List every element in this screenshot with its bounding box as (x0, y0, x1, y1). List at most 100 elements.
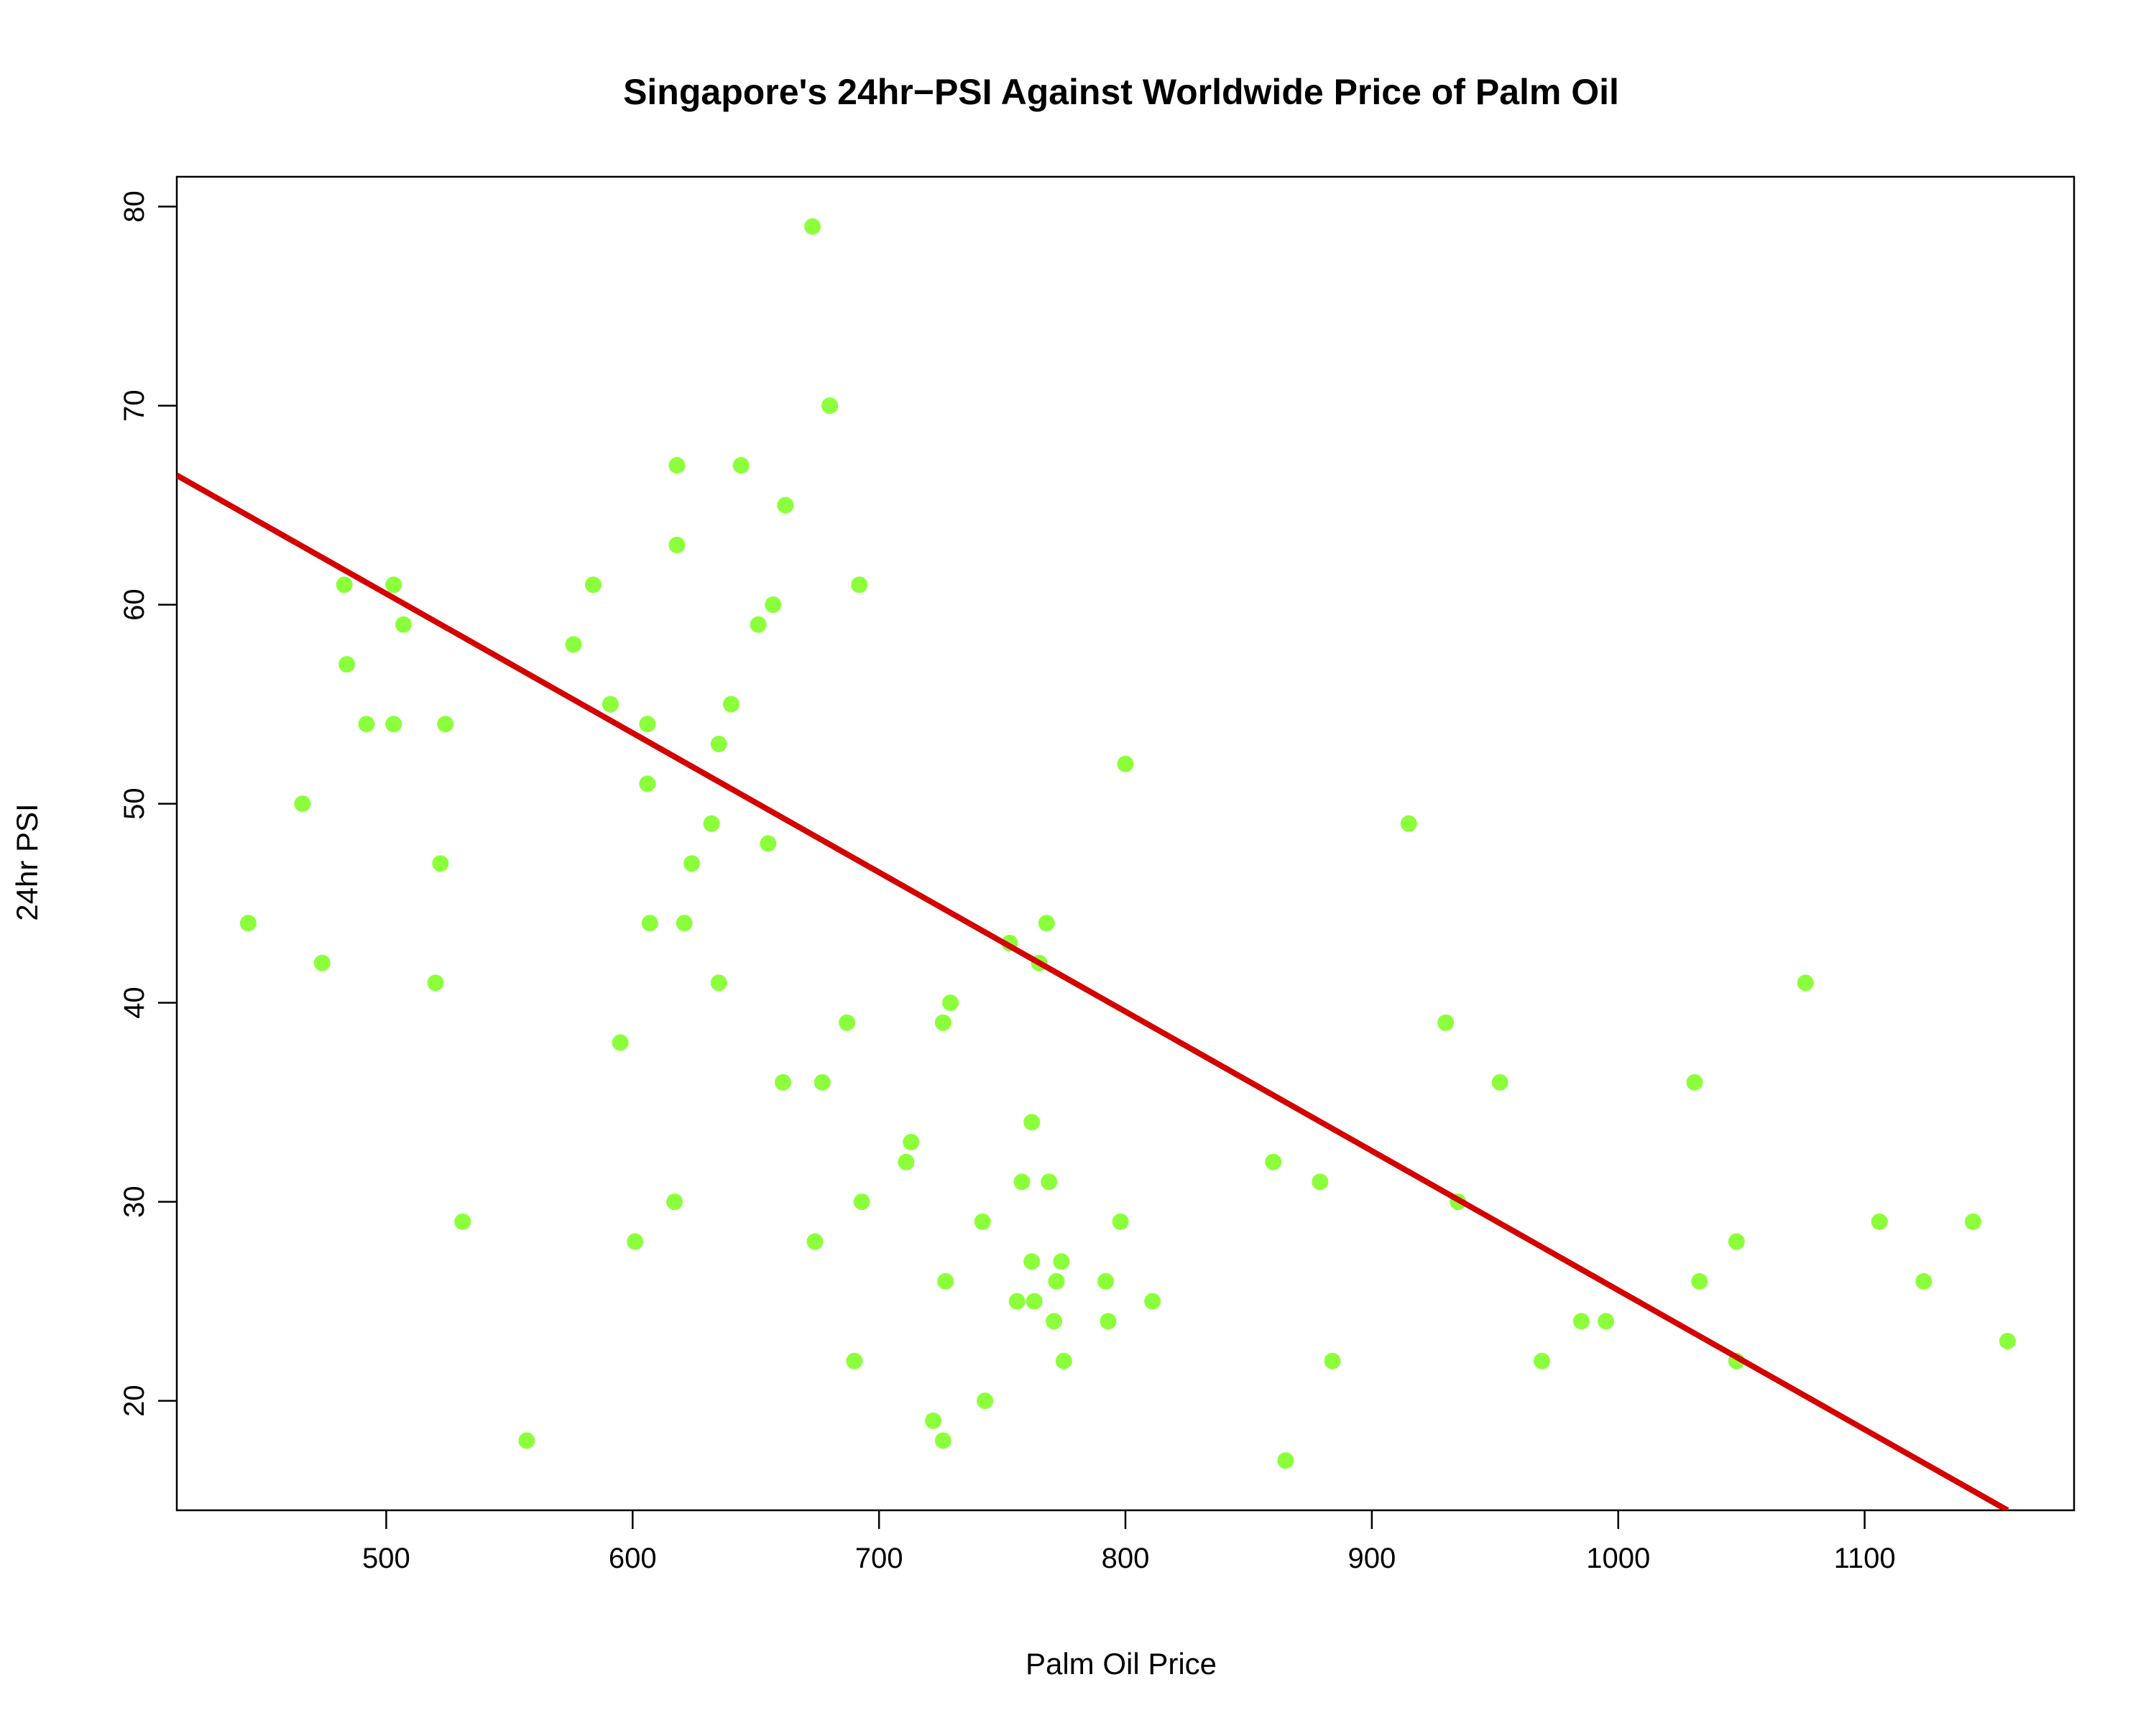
data-point (925, 1412, 942, 1429)
data-point (313, 954, 331, 971)
data-point (612, 1034, 629, 1051)
data-point (1686, 1073, 1703, 1091)
data-point (1728, 1233, 1745, 1250)
data-point (338, 656, 356, 673)
data-point (1048, 1272, 1065, 1290)
x-tick-label: 800 (1102, 1543, 1150, 1574)
data-point (853, 1193, 870, 1211)
y-tick-label: 30 (119, 1186, 150, 1218)
data-point (814, 1073, 831, 1091)
data-point (1038, 915, 1055, 932)
data-point (1117, 755, 1134, 772)
data-point (1691, 1272, 1708, 1290)
data-point (942, 994, 959, 1012)
data-point (1999, 1333, 2016, 1350)
data-point (1013, 1173, 1031, 1191)
data-point (627, 1233, 644, 1250)
data-point (1400, 815, 1417, 832)
data-point (777, 496, 794, 514)
plot-frame (175, 175, 2076, 1512)
data-point (722, 696, 740, 713)
data-point (903, 1134, 920, 1151)
y-tick-label: 60 (119, 588, 150, 621)
data-point (683, 855, 701, 872)
data-point (385, 576, 402, 593)
data-point (385, 716, 402, 733)
data-point (641, 915, 658, 932)
data-point (732, 457, 750, 474)
data-point (358, 716, 375, 733)
data-point (934, 1014, 952, 1031)
y-axis-label: 24hr PSI (10, 803, 44, 920)
data-point (639, 775, 656, 793)
data-point (898, 1153, 915, 1170)
data-point (1026, 1293, 1043, 1310)
data-point (1324, 1352, 1341, 1369)
data-point (821, 397, 839, 415)
data-point (710, 735, 727, 752)
y-tick-label: 50 (119, 787, 150, 820)
data-point (937, 1272, 954, 1290)
data-point (839, 1014, 856, 1031)
data-point (1312, 1173, 1329, 1191)
data-point (437, 716, 454, 733)
data-point (336, 576, 353, 593)
x-tick-label: 700 (855, 1543, 903, 1574)
plot-area: 500 600 700 800 900 1000 1100 20 30 40 50 60 70 80 (119, 175, 2076, 1574)
data-point (666, 1193, 683, 1211)
data-point (1023, 1114, 1041, 1131)
data-point (710, 974, 727, 992)
regression-line (177, 473, 2009, 1510)
data-point (1100, 1313, 1117, 1330)
data-point (1915, 1272, 1932, 1290)
data-point (454, 1213, 471, 1230)
data-point (846, 1352, 863, 1369)
x-tick-label: 600 (609, 1543, 657, 1574)
data-point (1046, 1313, 1063, 1330)
data-point (934, 1432, 952, 1449)
x-tick-label: 1000 (1586, 1543, 1650, 1574)
data-point (239, 915, 257, 932)
y-tick-label: 70 (119, 389, 150, 422)
data-point (395, 616, 412, 633)
x-tick-label: 900 (1348, 1543, 1396, 1574)
data-point (1023, 1253, 1041, 1270)
data-point (1491, 1073, 1508, 1091)
data-point (977, 1392, 994, 1410)
data-point (765, 596, 782, 614)
data-point (1008, 1293, 1026, 1310)
x-tick-label: 1100 (1834, 1543, 1896, 1574)
data-point (602, 696, 619, 713)
data-point (518, 1432, 535, 1449)
data-point (974, 1213, 991, 1230)
data-point (1277, 1452, 1294, 1469)
data-point (432, 855, 449, 872)
data-point (294, 795, 311, 813)
data-point (1964, 1213, 1981, 1230)
data-point (804, 218, 821, 235)
y-tick-label: 20 (119, 1385, 150, 1417)
data-point (668, 457, 686, 474)
data-point (1097, 1272, 1115, 1290)
x-axis-label: Palm Oil Price (1026, 1647, 1217, 1681)
data-point (1053, 1253, 1070, 1270)
data-point (1265, 1153, 1282, 1170)
data-point (584, 576, 602, 593)
y-tick-label: 80 (119, 190, 150, 223)
data-point (1533, 1352, 1550, 1369)
data-point (1437, 1014, 1455, 1031)
data-point (1598, 1313, 1615, 1330)
data-point (1041, 1173, 1058, 1191)
data-point (676, 915, 693, 932)
data-point (639, 716, 656, 733)
data-point (1572, 1313, 1590, 1330)
x-tick-label: 500 (362, 1543, 410, 1574)
data-point (774, 1073, 791, 1091)
data-point (565, 636, 582, 653)
data-point (750, 616, 767, 633)
data-point (1871, 1213, 1888, 1230)
data-point (1112, 1213, 1129, 1230)
data-point (668, 536, 686, 553)
